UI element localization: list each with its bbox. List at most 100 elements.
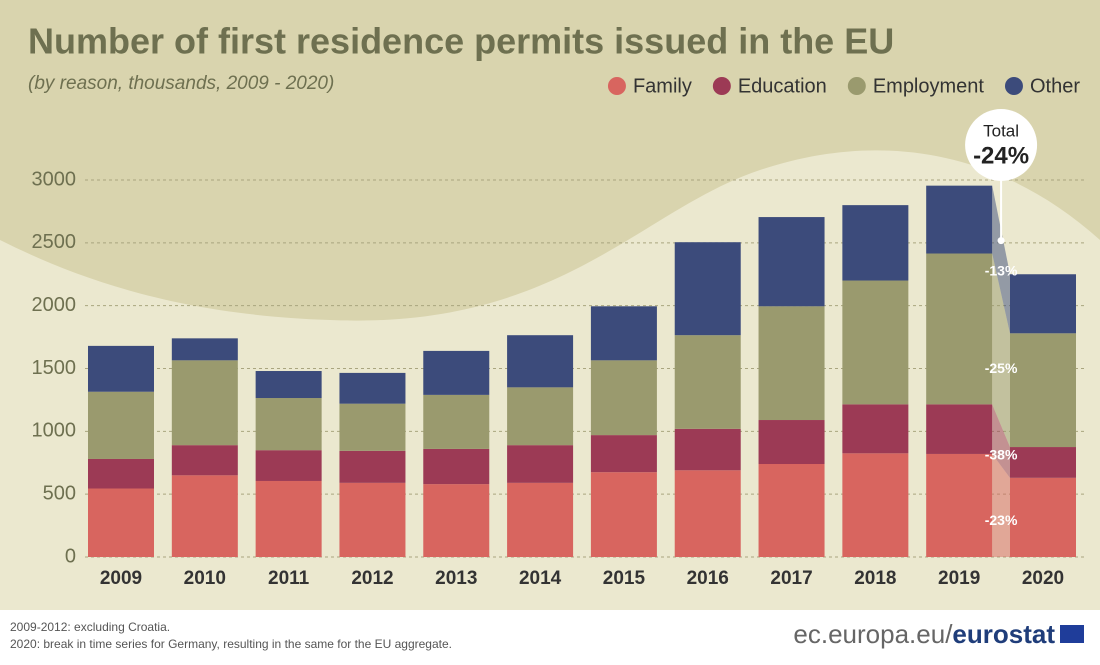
bar-segment [171,445,238,476]
bar-segment [255,371,322,399]
y-tick-label: 1000 [32,420,77,442]
x-tick-label: 2017 [770,568,812,589]
bar-segment [674,335,741,429]
bar-segment [842,453,909,557]
legend-label: Family [633,75,692,97]
change-label: -23% [985,512,1018,528]
legend-label: Education [738,75,827,97]
change-label: -13% [985,262,1018,278]
x-tick-label: 2016 [687,568,729,589]
x-tick-label: 2012 [351,568,393,589]
bar-segment [88,458,154,489]
bar-segment [507,482,574,557]
bar-segment [842,280,909,405]
change-label: -25% [985,360,1018,376]
source-domain: ec.europa.eu/ [793,619,953,649]
source-name: eurostat [952,619,1055,649]
bar-segment [507,445,574,483]
change-band [992,404,1010,478]
bar-segment [926,453,993,557]
bar-segment [926,185,993,254]
bar-segment [171,475,238,557]
bar-segment [339,482,406,557]
bar-segment [423,394,490,449]
y-tick-label: 2500 [32,231,77,253]
chart-title: Number of first residence permits issued… [28,21,894,62]
legend-marker [1004,77,1023,95]
bar-segment [758,306,825,421]
bar-segment [423,484,490,557]
y-tick-label: 2000 [32,294,77,316]
chart-subtitle: (by reason, thousands, 2009 - 2020) [28,73,334,94]
bar-segment [674,242,741,336]
bar-segment [339,450,406,483]
bar-segment [926,404,993,454]
legend-item: Family [607,75,692,97]
x-tick-label: 2018 [854,568,896,589]
bar-segment [1010,447,1076,478]
bar-segment [423,350,490,395]
total-label: Total [983,121,1019,140]
bar-segment [1010,274,1076,334]
bar-segment [590,472,657,557]
change-band [992,185,1010,334]
x-tick-label: 2009 [100,568,142,589]
legend-item: Education [712,75,827,97]
y-tick-label: 500 [43,482,76,504]
x-tick-label: 2013 [435,568,477,589]
total-change: -24% [973,142,1029,169]
legend-marker [712,77,731,95]
bar-segment [255,480,322,557]
x-tick-label: 2010 [184,568,226,589]
wave [0,0,1100,321]
legend-label: Other [1030,75,1080,97]
bar-segment [1010,333,1076,448]
change-band [992,253,1010,448]
legend-label: Employment [873,75,985,97]
eu-flag [1060,625,1084,643]
x-tick-label: 2015 [603,568,646,589]
legend-marker [607,77,626,95]
change-band [992,453,1010,557]
bar-segment [423,448,490,485]
bar-segment [88,345,154,392]
bar-segment [758,217,825,307]
bar-segment [590,306,657,361]
change-label: -38% [985,446,1018,462]
callout-dot [997,237,1005,245]
legend-marker [847,77,866,95]
y-tick-label: 0 [65,545,76,567]
y-tick-label: 1500 [32,357,77,379]
x-tick-label: 2020 [1022,568,1064,589]
bar-segment [758,420,825,465]
bar-segment [339,372,406,404]
bar-segment [507,387,574,446]
x-tick-label: 2011 [268,568,310,589]
bar-segment [255,450,322,481]
footer [0,610,1100,660]
bar-segment [842,404,909,454]
y-tick-label: 3000 [32,168,77,190]
bar-segment [339,403,406,451]
legend-item: Other [1004,75,1080,97]
bar-segment [674,470,741,557]
bar-segment [758,464,825,557]
bar-segment [88,488,154,557]
legend-item: Employment [847,75,985,97]
bar-segment [171,360,238,446]
note: 2009-2012: excluding Croatia. [10,620,170,634]
bar-segment [507,335,574,388]
bar-segment [171,338,238,361]
bar-segment [1010,477,1076,557]
bar-segment [255,398,322,451]
x-tick-label: 2019 [938,568,980,589]
bar-segment [674,428,741,471]
callout-circle [965,109,1038,181]
bar-segment [926,253,993,405]
note: 2020: break in time series for Germany, … [10,637,452,651]
bar-segment [590,435,657,473]
bar-segment [842,205,909,281]
bar-segment [88,391,154,459]
